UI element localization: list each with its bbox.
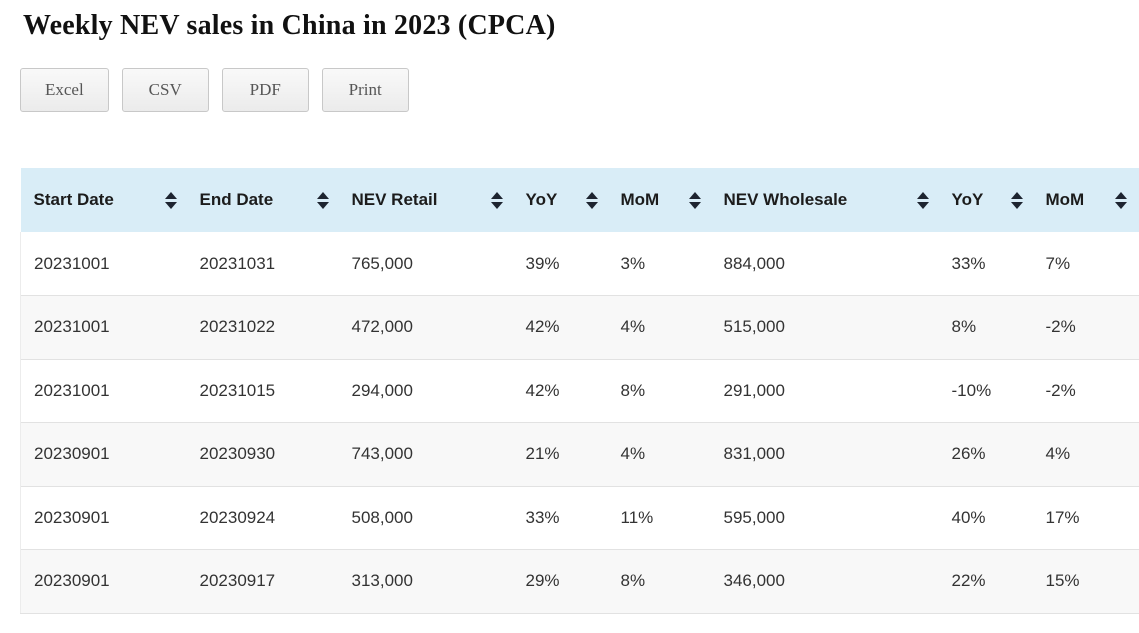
sort-both-icon bbox=[1115, 192, 1127, 209]
table-cell: 8% bbox=[939, 296, 1033, 360]
column-header-label: YoY bbox=[952, 190, 984, 210]
table-cell: 20230917 bbox=[187, 550, 339, 614]
sort-both-icon bbox=[586, 192, 598, 209]
export-pdf-button[interactable]: PDF bbox=[222, 68, 309, 112]
table-cell: 765,000 bbox=[339, 232, 513, 296]
table-cell: 26% bbox=[939, 423, 1033, 487]
sort-both-icon bbox=[917, 192, 929, 209]
table-cell: 20230930 bbox=[187, 423, 339, 487]
table-cell: -2% bbox=[1033, 296, 1137, 360]
table-cell: 20231001 bbox=[21, 232, 187, 296]
table-cell: 508,000 bbox=[339, 486, 513, 550]
table-cell: 20231001 bbox=[21, 296, 187, 360]
column-header-label: MoM bbox=[621, 190, 660, 210]
table-cell: 20231001 bbox=[21, 359, 187, 423]
table-cell: 291,000 bbox=[711, 359, 939, 423]
table-cell: 294,000 bbox=[339, 359, 513, 423]
column-header-label: End Date bbox=[200, 190, 274, 210]
table-cell: 884,000 bbox=[711, 232, 939, 296]
column-header-nev-wholesale[interactable]: NEV Wholesale bbox=[711, 168, 939, 232]
table-cell: 472,000 bbox=[339, 296, 513, 360]
table-container: Start Date End Date NEV Retail YoY MoM NEV Wh… bbox=[20, 168, 1139, 614]
table-cell: 595,000 bbox=[711, 486, 939, 550]
column-header-mom[interactable]: MoM bbox=[608, 168, 711, 232]
export-toolbar: Excel CSV PDF Print bbox=[20, 68, 1139, 112]
column-header-label: Start Date bbox=[34, 190, 114, 210]
table-cell: 3% bbox=[608, 232, 711, 296]
table-cell: 20230901 bbox=[21, 486, 187, 550]
column-header-label: NEV Wholesale bbox=[724, 190, 848, 210]
column-header-yoy[interactable]: YoY bbox=[513, 168, 608, 232]
table-cell: 4% bbox=[608, 296, 711, 360]
table-cell: -10% bbox=[939, 359, 1033, 423]
table-cell: 4% bbox=[608, 423, 711, 487]
column-header-mom-2[interactable]: MoM bbox=[1033, 168, 1137, 232]
page-content: Weekly NEV sales in China in 2023 (CPCA)… bbox=[0, 10, 1139, 614]
column-header-nev-retail[interactable]: NEV Retail bbox=[339, 168, 513, 232]
table-cell: 346,000 bbox=[711, 550, 939, 614]
table-cell: 33% bbox=[513, 486, 608, 550]
page-title: Weekly NEV sales in China in 2023 (CPCA) bbox=[23, 10, 1139, 42]
column-header-start-date[interactable]: Start Date bbox=[21, 168, 187, 232]
column-header-yoy-2[interactable]: YoY bbox=[939, 168, 1033, 232]
table-cell: 20231031 bbox=[187, 232, 339, 296]
table-cell: 40% bbox=[939, 486, 1033, 550]
column-header-label: YoY bbox=[526, 190, 558, 210]
table-cell: 22% bbox=[939, 550, 1033, 614]
export-excel-button[interactable]: Excel bbox=[20, 68, 109, 112]
table-cell: 20231022 bbox=[187, 296, 339, 360]
table-cell: 21% bbox=[513, 423, 608, 487]
export-csv-button[interactable]: CSV bbox=[122, 68, 209, 112]
table-cell: 33% bbox=[939, 232, 1033, 296]
table-cell: 313,000 bbox=[339, 550, 513, 614]
table-cell: 7% bbox=[1033, 232, 1137, 296]
table-cell: 8% bbox=[608, 550, 711, 614]
column-header-label: NEV Retail bbox=[352, 190, 438, 210]
table-cell: -2% bbox=[1033, 359, 1137, 423]
table-cell: 42% bbox=[513, 296, 608, 360]
table-cell: 29% bbox=[513, 550, 608, 614]
table-header-row: Start Date End Date NEV Retail YoY MoM NEV Wh… bbox=[21, 168, 1139, 232]
sort-both-icon bbox=[1011, 192, 1023, 209]
table-cell: 39% bbox=[513, 232, 608, 296]
table-cell: 4% bbox=[1033, 423, 1137, 487]
table-cell: 17% bbox=[1033, 486, 1137, 550]
sort-both-icon bbox=[165, 192, 177, 209]
column-header-end-date[interactable]: End Date bbox=[187, 168, 339, 232]
export-print-button[interactable]: Print bbox=[322, 68, 409, 112]
sort-both-icon bbox=[317, 192, 329, 209]
table-cell: 42% bbox=[513, 359, 608, 423]
table-cell: 515,000 bbox=[711, 296, 939, 360]
sort-both-icon bbox=[491, 192, 503, 209]
table-cell: 743,000 bbox=[339, 423, 513, 487]
column-header-label: MoM bbox=[1046, 190, 1085, 210]
table-cell: 20231015 bbox=[187, 359, 339, 423]
table-cell: 20230901 bbox=[21, 550, 187, 614]
table-cell: 20230924 bbox=[187, 486, 339, 550]
table-cell: 15% bbox=[1033, 550, 1137, 614]
table-cell: 831,000 bbox=[711, 423, 939, 487]
nev-sales-table: Start Date End Date NEV Retail YoY MoM NEV Wh… bbox=[20, 168, 1139, 614]
table-cell: 8% bbox=[608, 359, 711, 423]
sort-both-icon bbox=[689, 192, 701, 209]
table-cell: 11% bbox=[608, 486, 711, 550]
table-cell: 20230901 bbox=[21, 423, 187, 487]
